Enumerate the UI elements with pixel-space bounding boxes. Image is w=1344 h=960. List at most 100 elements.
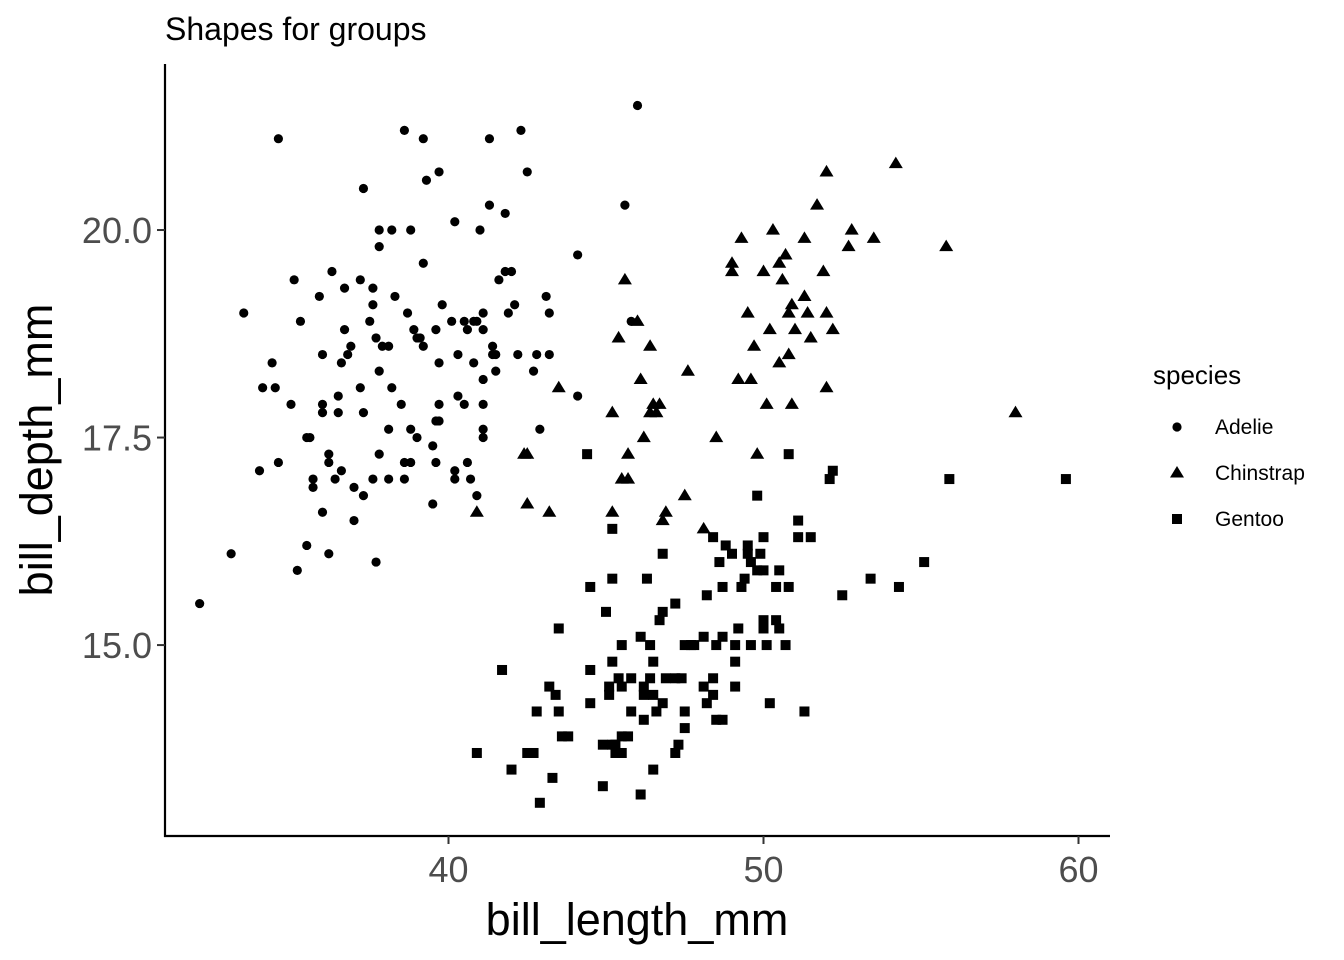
point-adelie — [374, 242, 384, 252]
point-chinstrap — [652, 397, 667, 409]
point-adelie — [528, 366, 539, 376]
point-adelie — [254, 466, 265, 476]
point-chinstrap — [866, 231, 881, 243]
y-tick-label: 20.0 — [82, 210, 152, 251]
point-adelie — [409, 325, 419, 335]
point-adelie — [434, 358, 444, 368]
point-adelie — [384, 474, 394, 484]
point-chinstrap — [825, 322, 840, 335]
point-chinstrap — [725, 264, 739, 277]
point-gentoo — [471, 747, 482, 758]
point-gentoo — [752, 490, 763, 501]
point-chinstrap — [788, 322, 802, 335]
point-adelie — [434, 416, 444, 426]
point-gentoo — [745, 557, 756, 568]
point-adelie — [500, 208, 510, 219]
point-gentoo — [657, 548, 668, 559]
point-gentoo — [771, 581, 782, 592]
point-gentoo — [730, 656, 741, 667]
point-adelie — [292, 565, 302, 575]
point-gentoo — [641, 573, 652, 584]
point-adelie — [513, 349, 523, 360]
point-gentoo — [670, 598, 681, 609]
point-gentoo — [645, 640, 656, 651]
point-adelie — [421, 175, 432, 185]
point-adelie — [339, 283, 350, 293]
point-gentoo — [771, 615, 782, 626]
point-adelie — [336, 466, 346, 476]
point-gentoo — [597, 739, 608, 750]
point-gentoo — [774, 565, 785, 576]
point-adelie — [305, 432, 315, 443]
point-gentoo — [660, 673, 671, 684]
point-gentoo — [679, 706, 690, 717]
point-chinstrap — [750, 447, 765, 459]
point-chinstrap — [617, 272, 632, 285]
point-gentoo — [657, 606, 668, 617]
point-gentoo — [670, 673, 681, 684]
point-adelie — [544, 308, 554, 318]
point-gentoo — [717, 714, 728, 725]
point-adelie — [390, 291, 400, 302]
point-gentoo — [657, 698, 668, 709]
point-chinstrap — [677, 488, 692, 501]
point-adelie — [336, 358, 346, 368]
point-gentoo — [597, 781, 608, 792]
point-adelie — [532, 349, 542, 360]
point-chinstrap — [775, 272, 790, 285]
point-adelie — [368, 474, 378, 484]
point-gentoo — [730, 640, 741, 651]
point-adelie — [317, 408, 328, 418]
point-chinstrap — [765, 223, 780, 235]
x-tick-label: 40 — [428, 849, 468, 890]
point-chinstrap — [520, 447, 535, 459]
legend: species Adelie Chinstrap Gentoo — [1153, 360, 1305, 531]
point-adelie — [239, 308, 249, 318]
point-adelie — [437, 300, 447, 310]
point-gentoo — [755, 548, 766, 559]
point-adelie — [308, 474, 318, 484]
legend-label-adelie: Adelie — [1215, 416, 1273, 439]
point-adelie — [302, 540, 312, 551]
legend-title: species — [1153, 360, 1241, 390]
point-adelie — [478, 399, 488, 409]
point-gentoo — [793, 515, 804, 526]
point-adelie — [459, 399, 469, 409]
point-adelie — [544, 349, 554, 360]
point-adelie — [484, 200, 495, 210]
x-tick-label: 60 — [1058, 849, 1098, 890]
point-chinstrap — [605, 405, 620, 418]
point-adelie — [324, 549, 334, 559]
point-adelie — [462, 457, 472, 468]
point-gentoo — [638, 681, 649, 692]
point-adelie — [258, 383, 268, 393]
point-gentoo — [613, 673, 624, 684]
point-gentoo — [717, 631, 728, 642]
point-adelie — [469, 358, 479, 368]
point-chinstrap — [810, 198, 825, 210]
point-chinstrap — [469, 505, 484, 517]
chart-title: Shapes for groups — [165, 11, 427, 47]
y-tick-label: 17.5 — [82, 418, 152, 459]
point-adelie — [428, 441, 438, 451]
legend-key-adelie — [1172, 422, 1182, 432]
point-adelie — [358, 491, 369, 501]
point-gentoo — [893, 581, 904, 592]
point-chinstrap — [819, 380, 834, 393]
point-adelie — [368, 300, 378, 310]
point-adelie — [399, 457, 409, 468]
point-gentoo — [547, 772, 558, 783]
point-gentoo — [648, 689, 659, 700]
point-chinstrap — [680, 364, 695, 376]
point-adelie — [365, 316, 375, 326]
point-adelie — [434, 399, 444, 409]
point-adelie — [573, 250, 583, 260]
x-tick-label: 50 — [743, 849, 783, 890]
point-adelie — [289, 275, 299, 285]
point-adelie — [475, 225, 485, 235]
point-adelie — [317, 349, 328, 360]
point-gentoo — [727, 548, 737, 559]
point-adelie — [453, 349, 463, 360]
point-gentoo — [635, 631, 646, 642]
point-adelie — [314, 291, 324, 302]
